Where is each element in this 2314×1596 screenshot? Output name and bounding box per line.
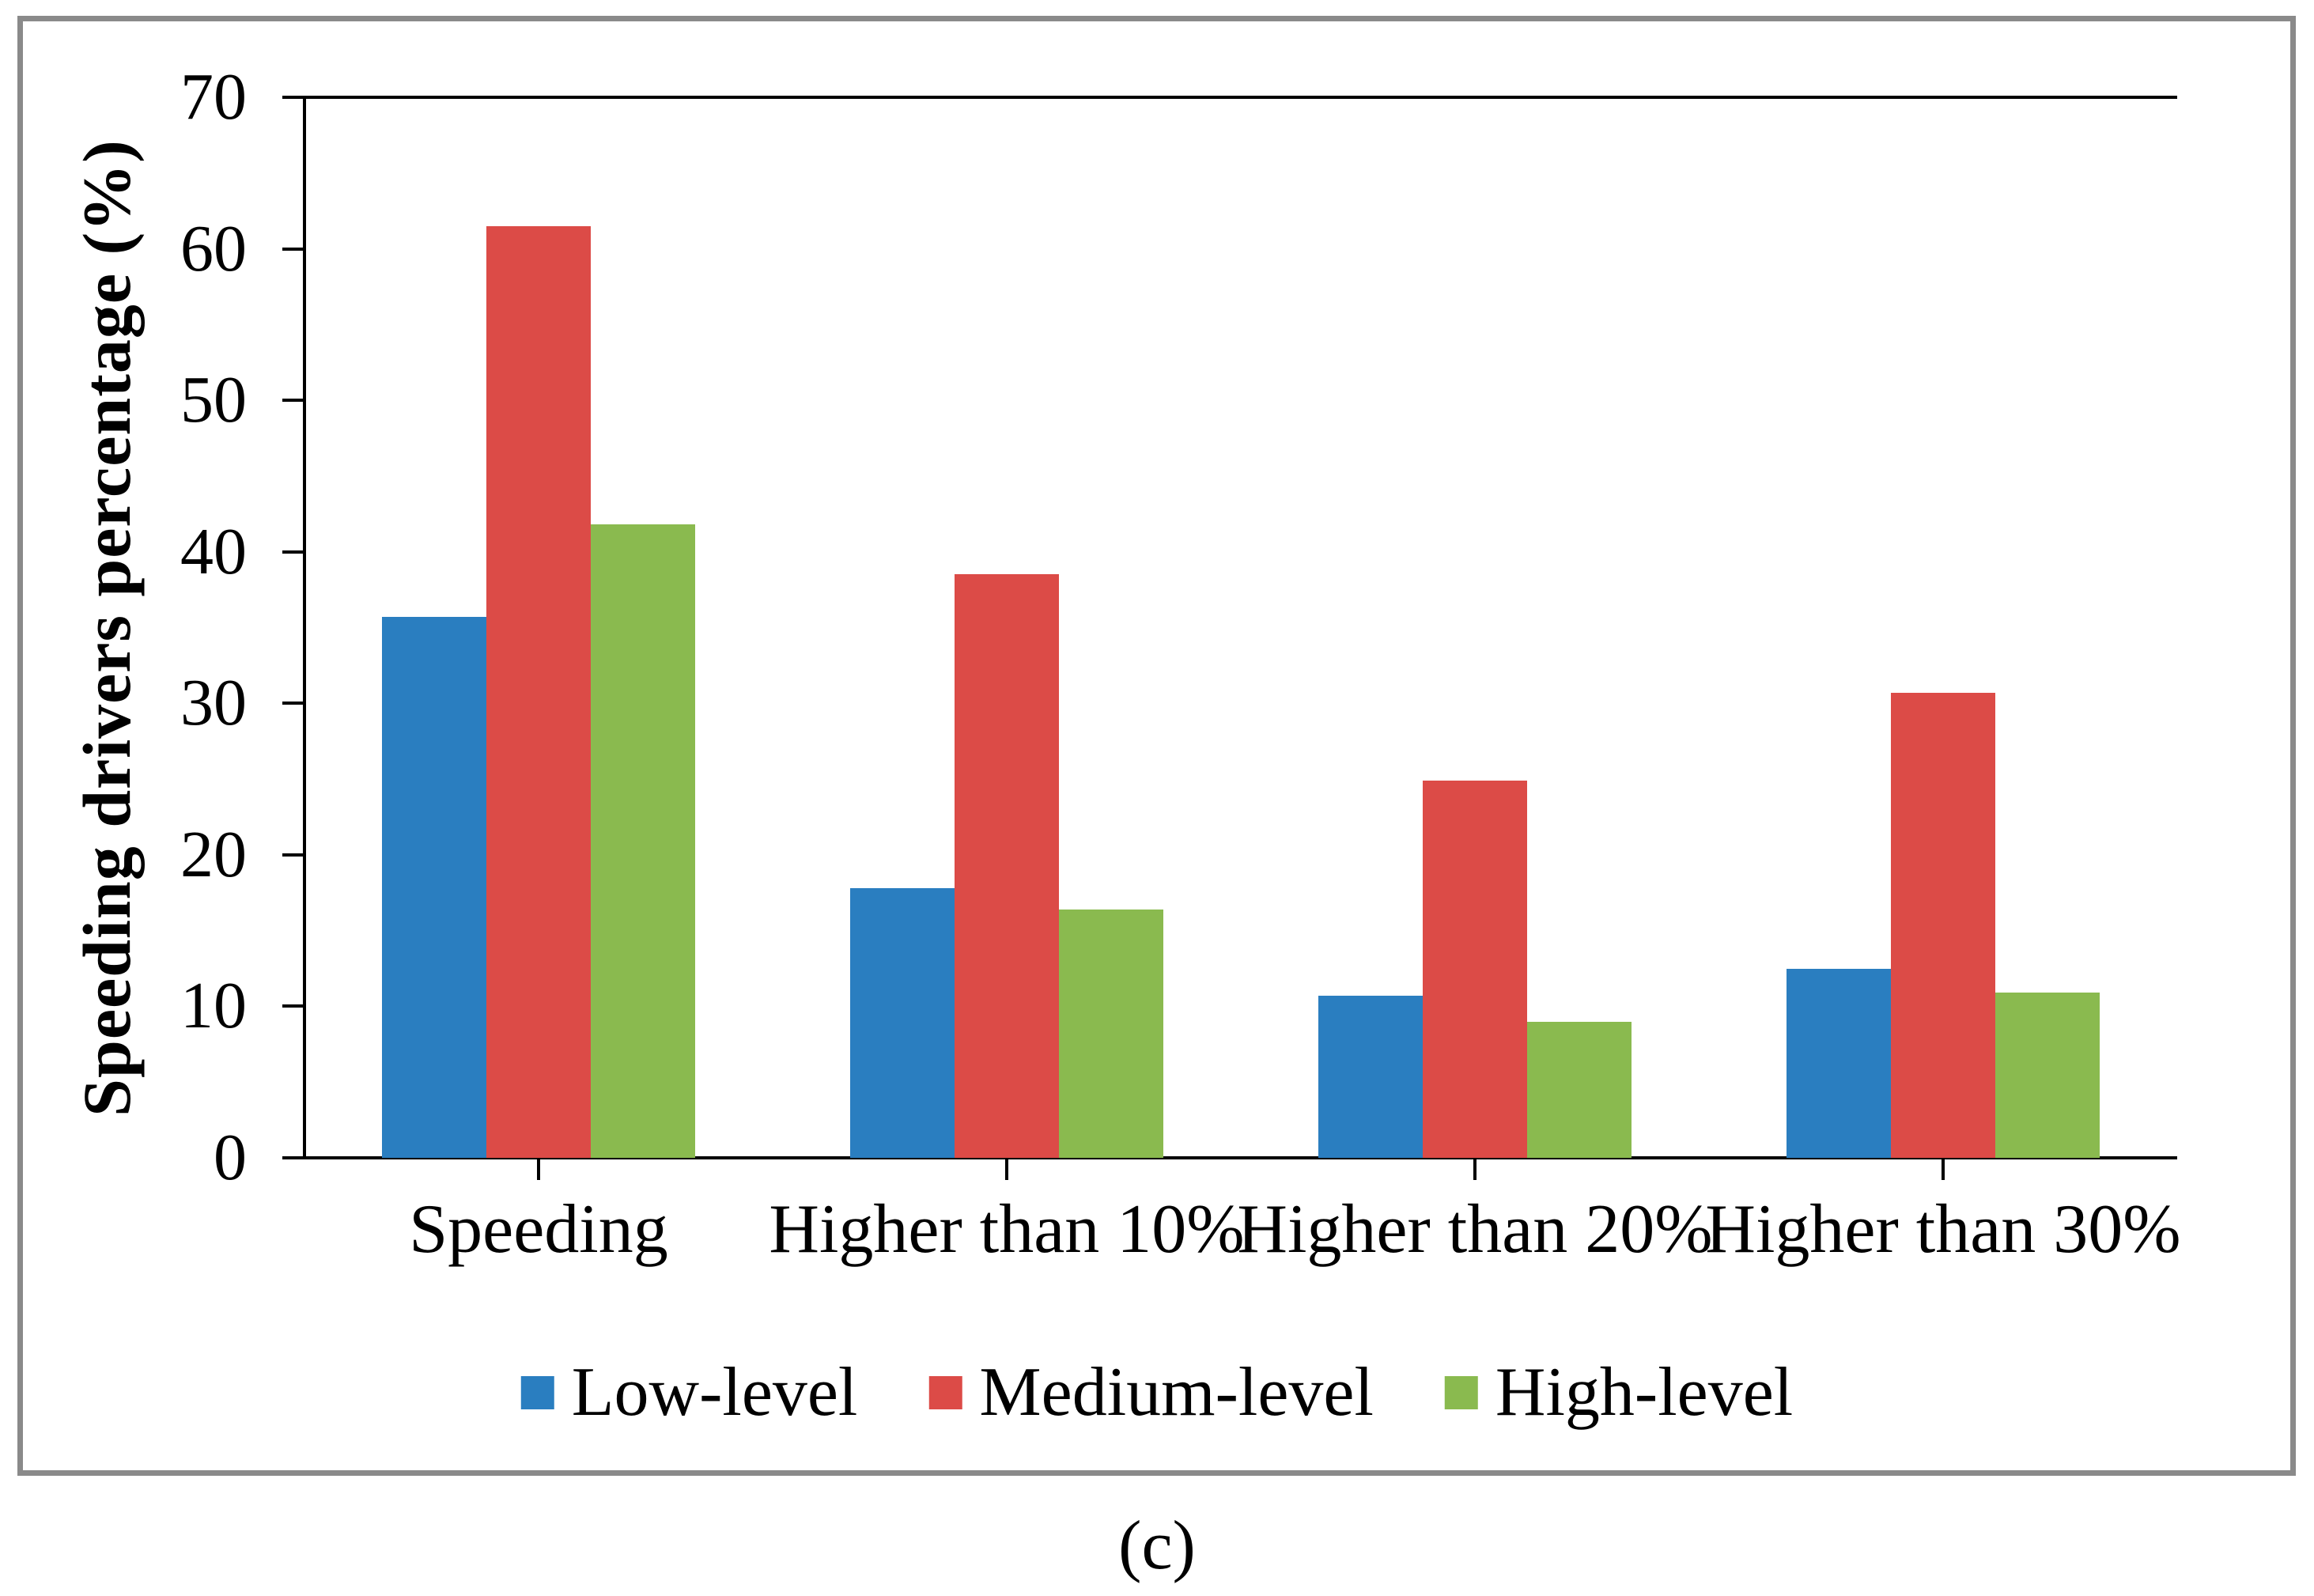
y-tick [282, 1004, 304, 1008]
x-category-label: Higher than 20% [1237, 1191, 1713, 1268]
x-category-label: Speeding [409, 1191, 668, 1268]
y-tick-label: 50 [180, 363, 247, 437]
x-tick [1473, 1159, 1476, 1180]
y-tick-label: 10 [180, 969, 247, 1043]
x-category-label: Higher than 10% [769, 1191, 1245, 1268]
bar [1995, 993, 2100, 1158]
bar [382, 617, 486, 1158]
legend-swatch [520, 1376, 554, 1409]
bar [1787, 968, 1891, 1158]
y-tick-label: 40 [180, 514, 247, 588]
y-tick-label: 30 [180, 666, 247, 740]
y-tick-label: 70 [180, 60, 247, 134]
legend-item: Low-level [520, 1349, 858, 1436]
y-tick-label: 60 [180, 211, 247, 286]
x-axis-line [282, 1156, 2177, 1159]
y-tick [282, 853, 304, 857]
legend-item: High-level [1444, 1349, 1794, 1436]
y-tick [282, 702, 304, 705]
bar [955, 574, 1059, 1158]
legend-label: Medium-level [979, 1354, 1374, 1431]
y-tick [282, 399, 304, 403]
bar [850, 888, 955, 1158]
bar [1059, 909, 1163, 1158]
legend-swatch [1444, 1376, 1478, 1409]
bar [486, 225, 591, 1158]
x-tick [537, 1159, 540, 1180]
bar [1527, 1021, 1632, 1158]
figure-caption: (c) [1118, 1507, 1196, 1584]
bar [1423, 780, 1527, 1158]
y-tick-label: 0 [214, 1121, 247, 1194]
bar [591, 524, 695, 1158]
legend-item: Medium-level [928, 1349, 1374, 1436]
x-tick [1942, 1159, 1945, 1180]
y-axis-line [303, 96, 306, 1159]
legend: Low-level Medium-level High-level [520, 1349, 1794, 1436]
x-tick [1005, 1159, 1008, 1180]
plot-top-border [282, 96, 2177, 99]
legend-label: Low-level [571, 1354, 858, 1431]
legend-label: High-level [1495, 1354, 1794, 1431]
y-tick [282, 550, 304, 554]
y-tick [282, 247, 304, 251]
legend-swatch [928, 1376, 962, 1409]
bar [1318, 996, 1423, 1158]
y-tick-label: 20 [180, 817, 247, 891]
bar [1891, 692, 1995, 1158]
x-category-label: Higher than 30% [1705, 1191, 2181, 1268]
